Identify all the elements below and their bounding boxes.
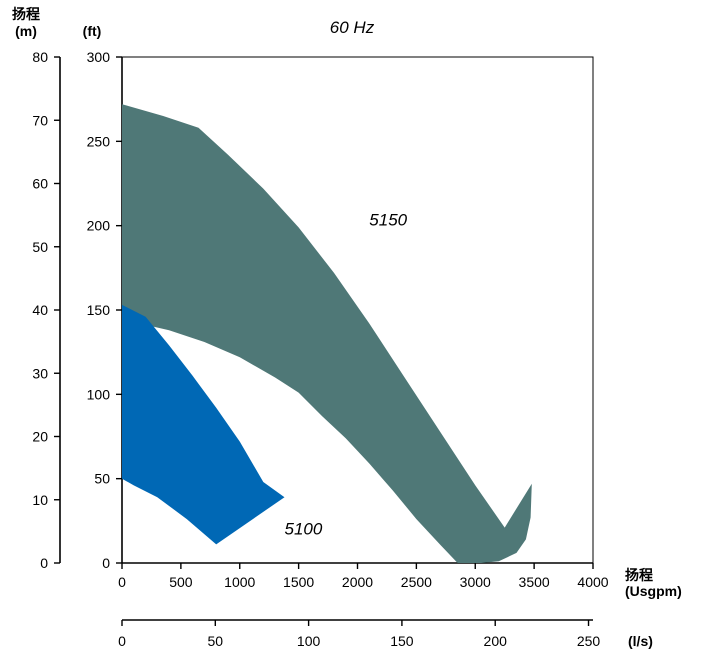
series-labels: 5150 5100 — [285, 211, 408, 539]
y-left-tick-label: 60 — [32, 176, 48, 192]
x-tick-label: 3500 — [519, 574, 550, 590]
y-right-ticks: 0 50 100 150 200 250 300 — [87, 49, 122, 571]
x-ticks: 0 500 1000 1500 2000 2500 3000 3500 4000 — [118, 563, 609, 590]
y-left-tick-label: 80 — [32, 49, 48, 65]
y-right-tick-label: 300 — [87, 49, 111, 65]
x-tick-label: 1500 — [283, 574, 314, 590]
y-left-label-line2: (m) — [15, 23, 37, 39]
x2-tick-label: 0 — [118, 633, 126, 649]
x-tick-label: 500 — [169, 574, 193, 590]
y-left-tick-label: 30 — [32, 365, 48, 381]
series-layer — [122, 104, 532, 563]
x2-tick-label: 150 — [390, 633, 414, 649]
y-left-tick-label: 40 — [32, 302, 48, 318]
x2-tick-label: 250 — [577, 633, 601, 649]
y-left-tick-label: 70 — [32, 112, 48, 128]
y-right-tick-label: 50 — [94, 471, 110, 487]
y-right-tick-label: 250 — [87, 133, 111, 149]
y-left-label-line1: 扬程 — [12, 6, 40, 22]
chart-title: 60 Hz — [330, 18, 375, 37]
x2-ticks: 0 50 100 150 200 250 — [118, 620, 600, 649]
x-label-line2: (Usgpm) — [625, 583, 682, 599]
x-tick-label: 3000 — [460, 574, 491, 590]
y-left-tick-label: 20 — [32, 429, 48, 445]
x-tick-label: 0 — [118, 574, 126, 590]
x-tick-label: 2500 — [401, 574, 432, 590]
series-area-5100 — [122, 304, 285, 545]
y-right-tick-label: 200 — [87, 218, 111, 234]
y-left-tick-label: 50 — [32, 239, 48, 255]
x2-tick-label: 200 — [484, 633, 508, 649]
series-label-5150: 5150 — [369, 211, 407, 230]
y-right-tick-label: 150 — [87, 302, 111, 318]
y-right-tick-label: 100 — [87, 386, 111, 402]
y-right-label: (ft) — [83, 23, 102, 39]
y-left-ticks: 0 10 20 30 40 50 60 70 80 — [32, 49, 60, 571]
x-tick-label: 4000 — [577, 574, 608, 590]
y-left-tick-label: 10 — [32, 492, 48, 508]
x2-tick-label: 100 — [297, 633, 321, 649]
y-right-tick-label: 0 — [102, 555, 110, 571]
x2-tick-label: 50 — [208, 633, 224, 649]
series-area-5150 — [122, 104, 532, 563]
series-label-5100: 5100 — [285, 519, 323, 538]
x-tick-label: 1000 — [224, 574, 255, 590]
y-left-tick-label: 0 — [40, 555, 48, 571]
x-label-line1: 扬程 — [625, 567, 653, 583]
x-tick-label: 2000 — [342, 574, 373, 590]
x2-label: (l/s) — [628, 633, 653, 649]
